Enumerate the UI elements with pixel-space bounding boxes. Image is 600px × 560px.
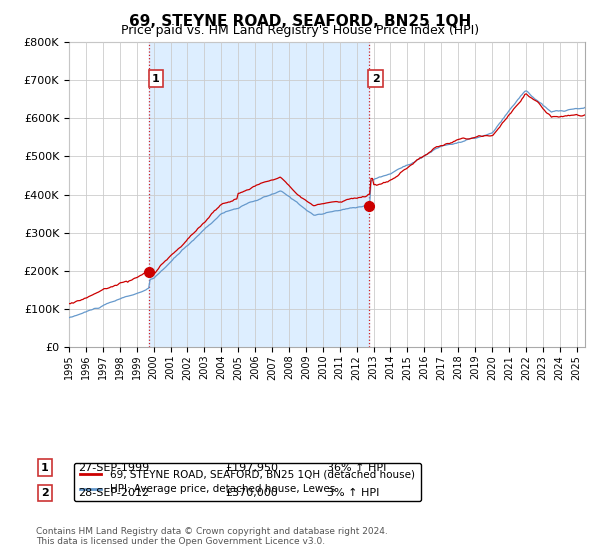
Text: 1: 1 [41, 463, 49, 473]
Text: 28-SEP-2012: 28-SEP-2012 [78, 488, 149, 498]
Text: 3% ↑ HPI: 3% ↑ HPI [327, 488, 379, 498]
Legend: 69, STEYNE ROAD, SEAFORD, BN25 1QH (detached house), HPI: Average price, detache: 69, STEYNE ROAD, SEAFORD, BN25 1QH (deta… [74, 463, 421, 501]
Text: 36% ↑ HPI: 36% ↑ HPI [327, 463, 386, 473]
Text: £370,000: £370,000 [225, 488, 278, 498]
Text: 69, STEYNE ROAD, SEAFORD, BN25 1QH: 69, STEYNE ROAD, SEAFORD, BN25 1QH [129, 14, 471, 29]
Text: 2: 2 [372, 73, 380, 83]
Text: 1: 1 [152, 73, 160, 83]
Text: 27-SEP-1999: 27-SEP-1999 [78, 463, 149, 473]
Text: Contains HM Land Registry data © Crown copyright and database right 2024.
This d: Contains HM Land Registry data © Crown c… [36, 526, 388, 546]
Bar [149, 42, 369, 347]
Text: Price paid vs. HM Land Registry's House Price Index (HPI): Price paid vs. HM Land Registry's House … [121, 24, 479, 36]
Text: 2: 2 [41, 488, 49, 498]
Text: £197,950: £197,950 [225, 463, 278, 473]
